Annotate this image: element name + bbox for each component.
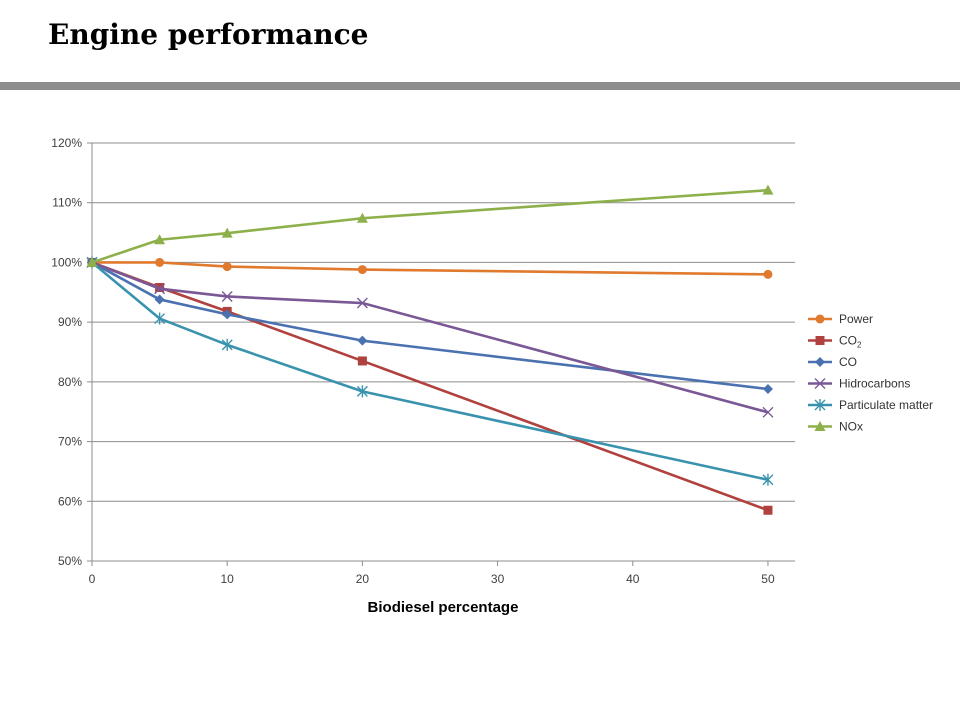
legend-item: NOx xyxy=(808,420,863,434)
x-tick-label: 20 xyxy=(356,572,370,586)
legend-item: Particulate matter xyxy=(808,398,933,412)
data-point xyxy=(762,384,773,395)
data-point xyxy=(222,309,233,320)
legend-label-main: NOx xyxy=(839,420,863,434)
legend-label: CO2 xyxy=(839,334,862,350)
data-point xyxy=(154,283,166,295)
data-point xyxy=(762,473,774,486)
legend-marker xyxy=(815,357,825,367)
data-point xyxy=(155,257,165,267)
legend-marker xyxy=(814,421,826,431)
data-point xyxy=(221,338,233,351)
x-tick-label: 10 xyxy=(221,572,235,586)
legend-label: CO xyxy=(839,355,857,369)
y-tick-label: 90% xyxy=(58,315,82,329)
y-tick-label: 100% xyxy=(51,255,82,269)
data-point xyxy=(356,212,368,223)
series-line xyxy=(92,261,768,276)
legend-label: Particulate matter xyxy=(839,398,933,412)
data-point xyxy=(357,356,367,366)
legend-marker xyxy=(814,378,826,389)
data-point xyxy=(763,269,773,279)
data-point xyxy=(221,227,233,238)
legend-item: Hidrocarbons xyxy=(808,377,910,391)
data-point xyxy=(154,294,165,305)
y-tick-label: 50% xyxy=(58,554,82,568)
legend-marker xyxy=(815,336,825,345)
legend-item: CO2 xyxy=(808,334,862,350)
y-tick-label: 80% xyxy=(58,375,82,389)
legend-label-main: CO xyxy=(839,334,857,348)
y-tick-label: 120% xyxy=(51,136,82,150)
legend-label: Power xyxy=(839,312,873,326)
legend-marker xyxy=(814,399,826,411)
series-line xyxy=(91,261,769,391)
data-point xyxy=(154,234,166,245)
series-co xyxy=(87,257,773,395)
x-axis-title: Biodiesel percentage xyxy=(368,599,519,616)
data-point xyxy=(356,297,368,309)
x-tick-label: 30 xyxy=(491,572,505,586)
series-group xyxy=(86,184,774,515)
data-point xyxy=(356,385,368,398)
data-point xyxy=(154,312,166,325)
page-title: Engine performance xyxy=(48,18,369,51)
legend-item: CO xyxy=(808,355,857,369)
legend-label-main: Particulate matter xyxy=(839,398,933,412)
series-hidrocarbons xyxy=(86,256,774,418)
legend-item: Power xyxy=(808,312,873,326)
data-point xyxy=(762,184,774,195)
data-point xyxy=(763,505,773,515)
data-point xyxy=(86,256,98,267)
series-line xyxy=(91,188,769,264)
y-tick-label: 70% xyxy=(58,435,82,449)
legend-marker xyxy=(815,314,825,324)
data-point xyxy=(762,406,774,418)
y-tick-label: 60% xyxy=(58,494,82,508)
axes: 50% 60% 70% 80% 90% 100% 110% 120% 0 10 20 30 40 50 xyxy=(51,136,795,586)
legend-label: Hidrocarbons xyxy=(839,377,910,391)
series-line xyxy=(91,261,769,482)
legend-label-main: Hidrocarbons xyxy=(839,377,910,391)
series-power xyxy=(87,257,773,279)
data-point xyxy=(222,262,232,272)
x-tick-label: 40 xyxy=(626,572,640,586)
series-particulate-matter xyxy=(86,256,774,486)
y-tick-label: 110% xyxy=(52,196,82,210)
legend-label-main: CO xyxy=(839,355,857,369)
legend-label-subscript: 2 xyxy=(857,341,862,350)
x-tick-label: 50 xyxy=(761,572,775,586)
series-nox xyxy=(86,184,774,267)
gridlines xyxy=(92,142,795,502)
data-point xyxy=(357,265,367,275)
legend-label: NOx xyxy=(839,420,863,434)
legend-label-main: Power xyxy=(839,312,873,326)
data-point xyxy=(357,335,368,346)
x-tick-label: 0 xyxy=(89,572,96,586)
series-line xyxy=(91,261,769,414)
title-divider xyxy=(0,82,960,90)
data-point xyxy=(221,290,233,302)
